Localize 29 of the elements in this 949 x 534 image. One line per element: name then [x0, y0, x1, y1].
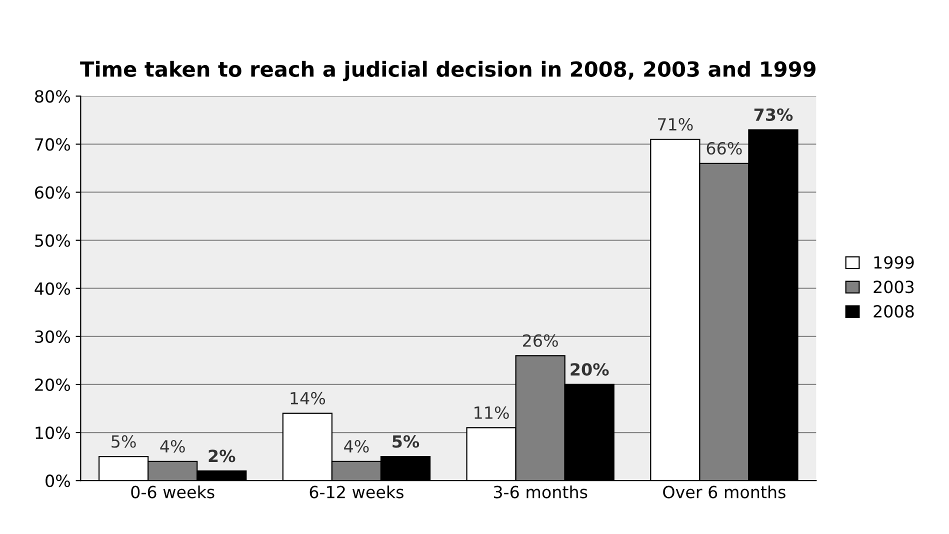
- data-label: 2%: [208, 450, 236, 462]
- data-label: 4%: [160, 440, 185, 453]
- y-tick-label: 80%: [35, 90, 70, 103]
- data-label: 26%: [523, 334, 558, 347]
- x-tick-label: Over 6 months: [663, 485, 786, 498]
- x-tick-label: 0-6 weeks: [131, 485, 214, 498]
- legend-label: 1999: [874, 256, 914, 269]
- y-tick-label: 40%: [34, 282, 70, 295]
- data-label: 4%: [344, 440, 369, 453]
- data-label: 11%: [474, 406, 509, 419]
- data-label: 5%: [112, 435, 136, 448]
- y-tick-label: 20%: [35, 378, 70, 392]
- x-tick-label: 3-6 months: [494, 485, 588, 498]
- y-tick-label: 0%: [46, 474, 70, 488]
- legend-label: 2003: [874, 280, 914, 294]
- data-label: 66%: [706, 142, 742, 155]
- x-tick-label: 6-12 weeks: [310, 485, 404, 498]
- data-label: 20%: [570, 363, 609, 376]
- data-label: 5%: [392, 435, 420, 448]
- y-tick-label: 60%: [35, 186, 70, 199]
- y-tick-label: 50%: [35, 234, 70, 247]
- data-label: 14%: [290, 392, 326, 405]
- y-tick-label: 10%: [36, 426, 70, 440]
- legend-label: 2008: [874, 305, 914, 318]
- data-label: 73%: [754, 108, 793, 121]
- y-tick-label: 70%: [35, 138, 70, 151]
- data-label: 71%: [658, 118, 693, 131]
- chart-title: Time taken to reach a judicial decision in 2008, 2003 and 1999: [80, 60, 816, 82]
- y-tick-label: 30%: [35, 330, 70, 343]
